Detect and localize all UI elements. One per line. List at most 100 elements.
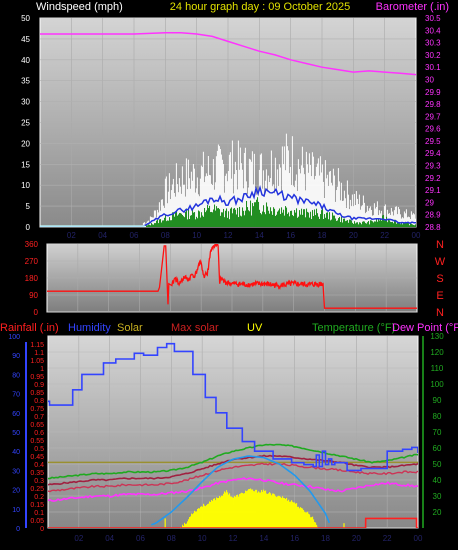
direction-tick-label: 90: [29, 291, 38, 300]
temp-tick-label: 100: [430, 380, 444, 389]
avg-wind-line: [40, 185, 416, 227]
direction-left-axis: 0 90 180 270 360: [25, 240, 39, 317]
rain-tick-label: 0.25: [30, 486, 44, 493]
temperature-legend-label: Temperature (°F): [312, 322, 395, 334]
baro-tick-label: 30.3: [425, 39, 441, 48]
temp-tick-label: 60: [433, 444, 442, 453]
temp-x-tick: 20: [352, 534, 361, 543]
humidity-tick-label: 100: [8, 334, 20, 341]
solar-legend-label: Solar: [117, 322, 143, 334]
humidity-tick-label: 0: [16, 526, 20, 533]
uv-line: [151, 455, 331, 526]
humidity-line: [48, 342, 418, 472]
wind-tick-label: 45: [21, 35, 30, 44]
baro-tick-label: 29: [425, 198, 434, 207]
temp-tick-label: 30: [433, 492, 442, 501]
rain-tick-label: 0.4: [34, 462, 44, 469]
temp-x-tick: 10: [198, 534, 207, 543]
rain-tick-label: 0.75: [30, 406, 44, 413]
rain-tick-label: 1.1: [34, 350, 44, 357]
wind-x-tick: 08: [161, 231, 170, 240]
wind-x-tick: 12: [224, 231, 233, 240]
direction-tick-label: 270: [25, 257, 39, 266]
compass-label: S: [436, 273, 443, 285]
rain-tick-label: 1.05: [30, 358, 44, 365]
wind-left-axis: 0 5 10 15 20 25 30 35 40 45 50: [21, 14, 30, 232]
direction-series: [47, 244, 417, 309]
humidity-tick-label: 90: [12, 353, 20, 360]
baro-tick-label: 29.2: [425, 174, 441, 183]
compass-label: W: [435, 256, 446, 268]
temp-x-tick: 02: [74, 534, 83, 543]
rain-tick-label: 0.1: [34, 510, 44, 517]
rainfall-legend-label: Rainfall (.in): [0, 322, 59, 334]
wind-x-tick: 02: [67, 231, 76, 240]
rain-tick-label: 0.2: [34, 494, 44, 501]
temp-series: [48, 342, 418, 528]
temp-axis: 20 30 40 50 60 70 80 90 100 110 120 130: [422, 332, 444, 528]
rain-axis: 00.050.10.150.20.250.30.350.40.450.50.55…: [30, 342, 44, 533]
barometer-line: [40, 32, 416, 76]
rain-tick-label: 0.5: [34, 446, 44, 453]
rain-tick-label: 0.9: [34, 382, 44, 389]
windspeed-axis-label: Windspeed (mph): [36, 1, 123, 13]
direction-tick-label: 360: [25, 240, 39, 249]
humidity-tick-label: 10: [12, 507, 20, 514]
baro-tick-label: 28.8: [425, 223, 441, 232]
rain-tick-label: 0.35: [30, 470, 44, 477]
humidity-tick-label: 80: [12, 372, 20, 379]
baro-right-axis: 28.8 28.9 29 29.1 29.2 29.3 29.4 29.5 29.6 29.7 29…: [425, 14, 441, 232]
wind-x-tick: 16: [286, 231, 295, 240]
temp-x-tick: 00: [414, 534, 423, 543]
wind-x-axis: 02 04 06 08 10 12 14 16 18 20 22 00: [67, 231, 421, 240]
wind-tick-label: 35: [21, 77, 30, 86]
wind-x-tick: 20: [349, 231, 358, 240]
compass-label: N: [436, 307, 444, 319]
humidity-axis: 0 10 20 30 40 50 60 70 80 90 100: [8, 334, 27, 533]
rain-tick-label: 1: [40, 366, 44, 373]
temp-x-tick: 04: [105, 534, 114, 543]
wind-x-tick: 14: [255, 231, 264, 240]
humidity-tick-label: 70: [12, 392, 20, 399]
chart-title: 24 hour graph day : 09 October 2025: [170, 1, 350, 13]
direction-gridlines: [47, 243, 417, 313]
humidity-legend-label: Humidity: [68, 322, 111, 334]
rain-tick-label: 0.45: [30, 454, 44, 461]
wind-tick-label: 15: [21, 160, 30, 169]
temp-tick-label: 80: [433, 412, 442, 421]
rain-tick-label: 0.7: [34, 414, 44, 421]
baro-tick-label: 28.9: [425, 211, 441, 220]
wind-x-tick: 22: [380, 231, 389, 240]
temp-tick-label: 130: [430, 332, 444, 341]
compass-label: E: [436, 290, 443, 302]
temp-x-tick: 16: [290, 534, 299, 543]
baro-tick-label: 30: [425, 75, 434, 84]
rain-tick-label: 0.65: [30, 422, 44, 429]
rain-tick-label: 0.8: [34, 398, 44, 405]
wind-x-tick: 00: [412, 231, 421, 240]
baro-tick-label: 30.1: [425, 63, 441, 72]
maxsolar-legend-label: Max solar: [171, 322, 219, 334]
temp-tick-label: 20: [433, 508, 442, 517]
baro-tick-label: 30.4: [425, 26, 441, 35]
humidity-tick-label: 30: [12, 468, 20, 475]
dewpoint-legend-label: Dew Point (°F): [392, 322, 458, 334]
wind-direction-line: [47, 244, 417, 309]
temp-x-tick: 08: [167, 534, 176, 543]
baro-tick-label: 29.8: [425, 100, 441, 109]
wind-x-tick: 18: [318, 231, 327, 240]
direction-tick-label: 180: [25, 274, 39, 283]
baro-tick-label: 30.5: [425, 14, 441, 23]
direction-tick-label: 0: [34, 308, 39, 317]
dew-point-line: [48, 476, 418, 502]
rain-tick-label: 0.55: [30, 438, 44, 445]
barometer-axis-label: Barometer (.in): [376, 1, 449, 13]
humidity-tick-label: 50: [12, 430, 20, 437]
temp-tick-label: 90: [433, 396, 442, 405]
baro-tick-label: 29.5: [425, 137, 441, 146]
baro-tick-label: 29.7: [425, 112, 441, 121]
wind-x-tick: 06: [130, 231, 139, 240]
uv-legend-label: UV: [247, 322, 263, 334]
